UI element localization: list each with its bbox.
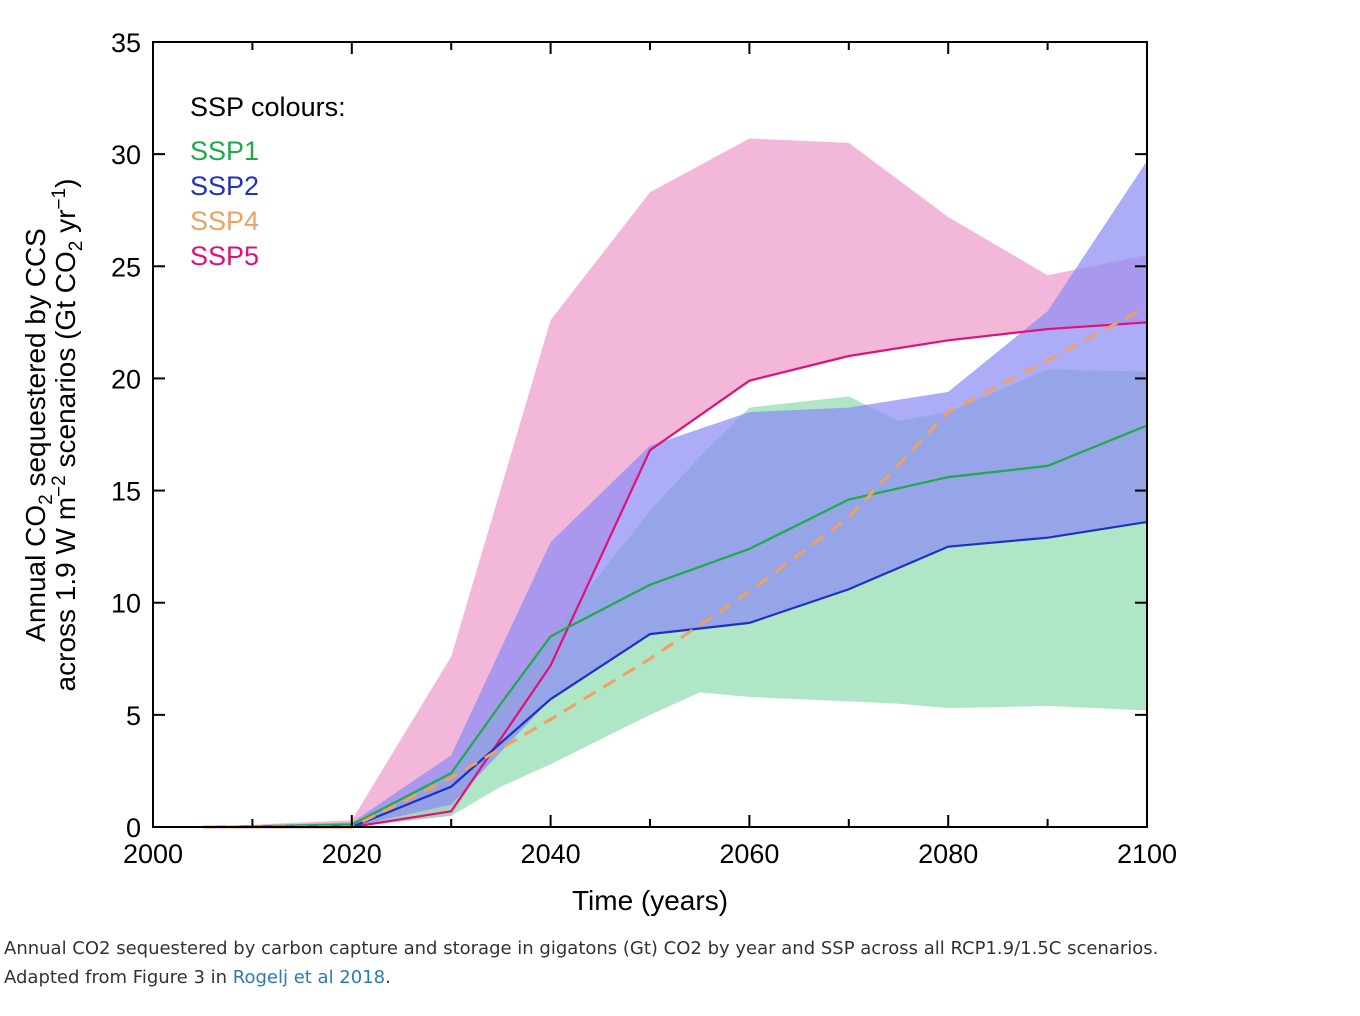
x-tick-label: 2060 (719, 839, 779, 869)
legend-entry-ssp4: SSP4 (190, 206, 259, 236)
ssp2-median-line (202, 520, 1148, 829)
caption-line2: Adapted from Figure 3 in Rogelj et al 20… (4, 963, 1158, 992)
caption-suffix: . (385, 967, 391, 988)
y-tick-label: 0 (126, 813, 141, 843)
y-tick-label: 5 (126, 701, 141, 731)
x-tick-label: 2020 (322, 839, 382, 869)
y-tick-label: 25 (111, 252, 141, 282)
ssp5-band (202, 138, 1147, 827)
y-axis-label-line2: across 1.9 W m−2 scenarios (Gt CO2 yr−1) (49, 179, 87, 692)
legend: SSP colours: SSP1 SSP2 SSP4 SSP5 (190, 92, 346, 271)
y-axis-label-line1: Annual CO2 sequestered by CCS (20, 228, 57, 642)
median-lines (202, 305, 1148, 829)
caption-prefix: Adapted from Figure 3 in (4, 967, 233, 988)
x-tick-label: 2040 (521, 839, 581, 869)
x-tick-label: 2000 (123, 839, 183, 869)
figure-caption: Annual CO2 sequestered by carbon capture… (4, 934, 1158, 992)
x-axis-label: Time (years) (572, 885, 728, 916)
axis-ticks: 2000 2020 2040 2060 2080 2100 0 5 10 15 20 25 30 35 (111, 28, 1177, 869)
legend-entry-ssp2: SSP2 (190, 171, 259, 201)
x-tick-label: 2080 (918, 839, 978, 869)
legend-title: SSP colours: (190, 92, 346, 122)
uncertainty-bands (202, 138, 1147, 827)
rogelj-link[interactable]: Rogelj et al 2018 (232, 967, 386, 988)
y-tick-label: 10 (111, 589, 141, 619)
y-tick-label: 30 (111, 140, 141, 170)
y-tick-label: 15 (111, 477, 141, 507)
legend-entry-ssp5: SSP5 (190, 241, 259, 271)
caption-line1: Annual CO2 sequestered by carbon capture… (4, 938, 1159, 959)
y-tick-label: 20 (111, 364, 141, 394)
legend-entry-ssp1: SSP1 (190, 136, 259, 166)
ssp1-median-line (202, 424, 1148, 829)
ssp2-band (202, 160, 1147, 827)
y-tick-label: 35 (111, 28, 141, 58)
ssp5-median-line (202, 321, 1148, 829)
ccs-chart: 2000 2020 2040 2060 2080 2100 0 5 10 15 20 25 30 35 S… (20, 28, 1177, 916)
x-tick-label: 2100 (1117, 839, 1177, 869)
